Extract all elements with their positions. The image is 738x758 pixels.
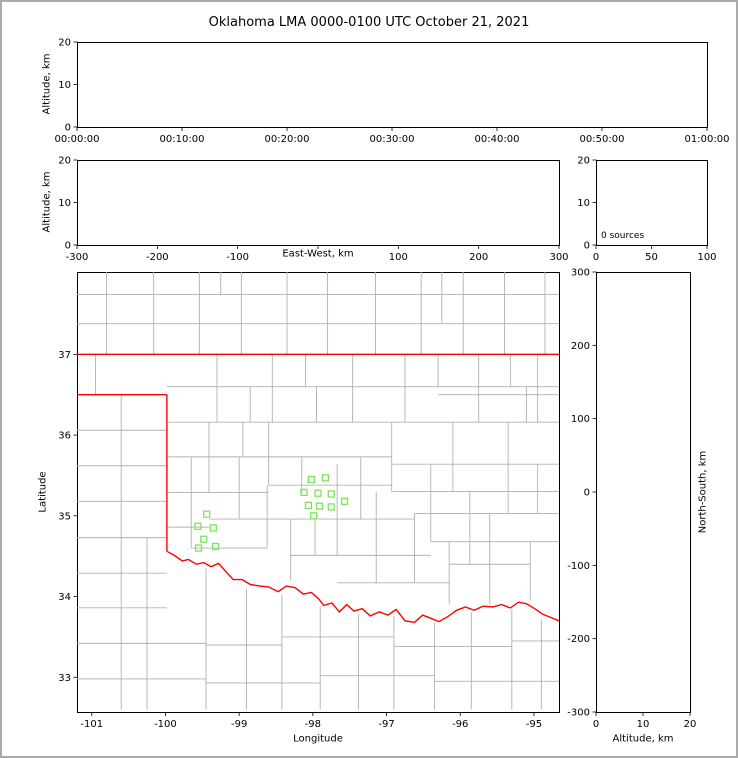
tick-label: 0 <box>593 719 599 730</box>
tick-label: -99 <box>231 719 247 730</box>
tick-label: 36 <box>58 431 71 442</box>
tick-label: 10 <box>637 719 650 730</box>
lma-station-marker <box>327 503 335 511</box>
tick-label: 100 <box>571 414 590 425</box>
tick-label: 300 <box>571 268 590 279</box>
lma-station-marker <box>209 524 217 532</box>
lma-station-marker <box>200 535 208 543</box>
tick-label: 100 <box>697 252 716 263</box>
tick-label: 200 <box>571 341 590 352</box>
lma-station-marker <box>314 489 322 497</box>
tick-label: 37 <box>58 350 71 361</box>
lma-station-marker <box>315 502 324 510</box>
lma-station-marker <box>309 512 318 520</box>
tick-label: 00:40:00 <box>475 134 520 145</box>
lma-station-marker <box>211 542 220 551</box>
eastwest-panel-xlabel: East-West, km <box>282 248 354 260</box>
tick-label: 35 <box>58 511 71 522</box>
time-panel-ylabel: Altitude, km <box>41 53 53 115</box>
map-layer <box>77 272 559 710</box>
tick-label: 10 <box>58 198 71 209</box>
tick-label: 20 <box>58 156 71 167</box>
figure-title: Oklahoma LMA 0000-0100 UTC October 21, 2… <box>208 15 530 30</box>
tick-label: -200 <box>146 252 169 263</box>
tick-label: 33 <box>58 673 71 684</box>
northsouth-panel-ylabel: North-South, km <box>697 450 709 534</box>
tick-label: 100 <box>389 252 408 263</box>
tick-label: 20 <box>577 156 590 167</box>
tick-label: -96 <box>452 719 468 730</box>
tick-label: 00:20:00 <box>265 134 310 145</box>
tick-label: 200 <box>469 252 488 263</box>
altitude-vs-north-south-panel <box>596 272 691 713</box>
tick-label: 00:50:00 <box>580 134 625 145</box>
lma-station-marker <box>307 475 316 484</box>
tick-label: -95 <box>526 719 542 730</box>
lma-station-marker <box>194 522 202 530</box>
tick-label: 0 <box>65 241 71 252</box>
map-panel-ylabel: Latitude <box>37 471 49 513</box>
altitude-vs-east-west-panel <box>77 160 560 246</box>
tick-label: -101 <box>80 719 103 730</box>
tick-label: 0 <box>584 241 590 252</box>
lma-station-marker <box>327 490 335 498</box>
lma-station-marker <box>304 501 313 509</box>
tick-label: 0 <box>65 123 71 134</box>
tick-label: 20 <box>684 719 697 730</box>
lma-station-marker <box>321 474 330 482</box>
tick-label: -100 <box>154 719 177 730</box>
eastwest-panel-ylabel: Altitude, km <box>41 171 53 233</box>
tick-label: -300 <box>66 252 89 263</box>
tick-label: 300 <box>549 252 568 263</box>
tick-label: 0 <box>584 488 590 499</box>
tick-label: -300 <box>567 708 590 719</box>
tick-label: 01:00:00 <box>685 134 730 145</box>
lma-station-marker <box>194 544 203 552</box>
map-panel-xlabel: Longitude <box>293 733 343 745</box>
source-count-annotation: 0 sources <box>601 231 645 241</box>
tick-label: -97 <box>378 719 394 730</box>
state-border-red-river <box>166 550 559 624</box>
tick-label: -100 <box>226 252 249 263</box>
tick-label: 20 <box>58 38 71 49</box>
tick-label: 50 <box>645 252 658 263</box>
tick-label: 10 <box>577 198 590 209</box>
lma-station-marker <box>203 510 211 518</box>
lma-station-marker <box>300 488 308 497</box>
tick-label: -200 <box>567 634 590 645</box>
source-histogram-panel <box>596 160 708 246</box>
tick-label: 00:30:00 <box>370 134 415 145</box>
altitude-vs-time-panel <box>77 42 708 128</box>
tick-label: 10 <box>58 80 71 91</box>
tick-label: 00:00:00 <box>55 134 100 145</box>
plan-view-map-panel <box>77 272 560 713</box>
tick-label: 0 <box>593 252 599 263</box>
northsouth-panel-xlabel: Altitude, km <box>612 733 674 745</box>
lma-station-marker <box>340 497 349 505</box>
tick-label: 34 <box>58 592 71 603</box>
tick-label: 00:10:00 <box>160 134 205 145</box>
tick-label: -98 <box>305 719 321 730</box>
tick-label: -100 <box>567 561 590 572</box>
